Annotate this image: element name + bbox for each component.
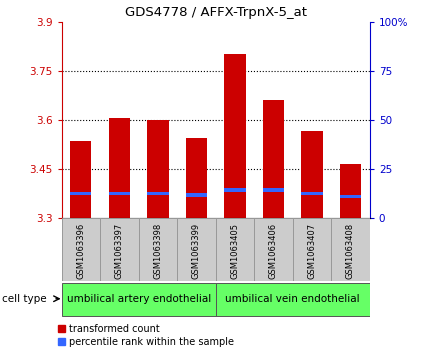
- Bar: [340, 195, 361, 198]
- Title: GDS4778 / AFFX-TrpnX-5_at: GDS4778 / AFFX-TrpnX-5_at: [125, 6, 307, 19]
- Text: GSM1063397: GSM1063397: [115, 223, 124, 279]
- Bar: [224, 54, 246, 218]
- Bar: [224, 188, 246, 192]
- Text: GSM1063399: GSM1063399: [192, 223, 201, 279]
- Bar: [293, 218, 331, 281]
- Bar: [331, 218, 370, 281]
- Bar: [263, 188, 284, 192]
- Bar: [186, 138, 207, 218]
- Bar: [139, 218, 177, 281]
- Bar: [70, 192, 91, 195]
- Text: GSM1063405: GSM1063405: [230, 223, 239, 279]
- Bar: [186, 193, 207, 196]
- Legend: transformed count, percentile rank within the sample: transformed count, percentile rank withi…: [58, 324, 234, 347]
- Bar: [62, 218, 100, 281]
- Text: GSM1063406: GSM1063406: [269, 223, 278, 279]
- Bar: [254, 218, 293, 281]
- Text: GSM1063408: GSM1063408: [346, 223, 355, 279]
- Text: GSM1063396: GSM1063396: [76, 223, 85, 279]
- Text: GSM1063407: GSM1063407: [307, 223, 317, 279]
- Text: umbilical artery endothelial: umbilical artery endothelial: [67, 294, 211, 304]
- Bar: [147, 192, 168, 195]
- Bar: [263, 100, 284, 218]
- Text: GSM1063398: GSM1063398: [153, 223, 162, 279]
- Bar: [147, 120, 168, 218]
- Bar: [70, 141, 91, 218]
- Bar: [62, 283, 215, 316]
- Bar: [340, 164, 361, 218]
- Bar: [215, 283, 370, 316]
- Bar: [100, 218, 139, 281]
- Bar: [301, 131, 323, 218]
- Bar: [109, 192, 130, 195]
- Bar: [177, 218, 215, 281]
- Bar: [109, 118, 130, 218]
- Text: umbilical vein endothelial: umbilical vein endothelial: [225, 294, 360, 304]
- Bar: [301, 192, 323, 195]
- Text: cell type: cell type: [2, 294, 47, 305]
- Bar: [215, 218, 254, 281]
